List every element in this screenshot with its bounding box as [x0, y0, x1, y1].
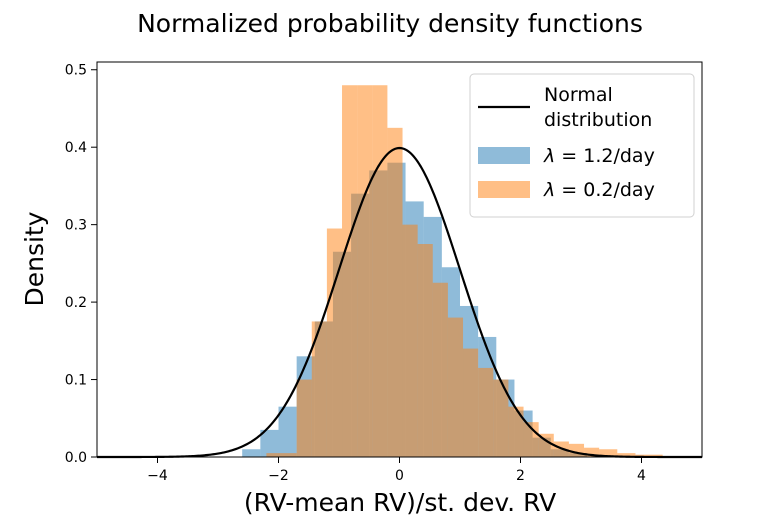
series-2-bar-8 [387, 127, 403, 457]
legend-series-2-swatch [478, 181, 530, 198]
y-tick-label: 0.0 [65, 450, 87, 466]
y-axis-label: Density [20, 211, 49, 306]
normal-distribution-curve [97, 146, 702, 459]
series-1-bar-2 [260, 429, 279, 457]
legend-normal-label-line2: distribution [544, 109, 652, 131]
series-2-bar-5 [342, 85, 358, 458]
series-2-bar-23 [617, 453, 636, 457]
y-tick-label: 0.2 [65, 295, 87, 311]
legend-series-1-swatch [478, 147, 530, 164]
legend-series-1-value: = 1.2/day [555, 145, 655, 167]
series-1-bar-1 [242, 449, 261, 457]
legend-series-2-label: λ = 0.2/day [543, 179, 655, 201]
series-2-bar-11 [432, 282, 448, 457]
series-2-bar-12 [447, 317, 464, 457]
y-tick-label: 0.1 [65, 373, 87, 389]
series-2-bar-22 [599, 449, 618, 457]
series-2-bar-21 [584, 447, 600, 457]
legend-series-1-label: λ = 1.2/day [543, 145, 655, 167]
legend-series-2-symbol: λ [543, 179, 555, 201]
series-2-bar-10 [417, 244, 433, 457]
series-2-bar-13 [463, 348, 479, 457]
legend-normal-label-line1: Normal [544, 84, 613, 106]
x-axis-ticks: −4 −2 0 2 4 [147, 457, 646, 484]
series-2-bar-2 [296, 379, 312, 457]
x-tick-label: 2 [516, 468, 525, 484]
series-2-bar-7 [372, 85, 388, 458]
legend-series-1-symbol: λ [543, 145, 555, 167]
series-2-bar-18 [538, 433, 554, 457]
series-1-bar-3 [278, 406, 297, 457]
chart-title: Normalized probability density functions [137, 9, 643, 38]
legend-series-2-value: = 0.2/day [555, 179, 655, 201]
y-tick-label: 0.3 [65, 218, 87, 234]
y-tick-label: 0.4 [65, 140, 87, 156]
series-2-bar-4 [326, 228, 343, 457]
x-tick-label: −2 [268, 468, 289, 484]
series-2-bar-14 [478, 367, 494, 457]
y-tick-label: 0.5 [65, 63, 87, 79]
series-2-bar-6 [357, 85, 373, 458]
series-2-bar-9 [402, 224, 418, 457]
legend: Normal distribution λ = 1.2/day λ = 0.2/… [469, 73, 695, 218]
y-axis-ticks: 0.0 0.1 0.2 0.3 0.4 0.5 [65, 63, 97, 466]
series-2-bars [266, 85, 663, 458]
series-2-bar-16 [508, 406, 524, 457]
x-tick-label: 0 [395, 468, 404, 484]
x-tick-label: 4 [637, 468, 646, 484]
x-axis-label: (RV-mean RV)/st. dev. RV [244, 488, 556, 517]
series-2-bar-1 [266, 453, 297, 457]
series-2-bar-3 [311, 321, 327, 457]
series-2-bar-15 [493, 379, 509, 457]
x-tick-label: −4 [147, 468, 168, 484]
